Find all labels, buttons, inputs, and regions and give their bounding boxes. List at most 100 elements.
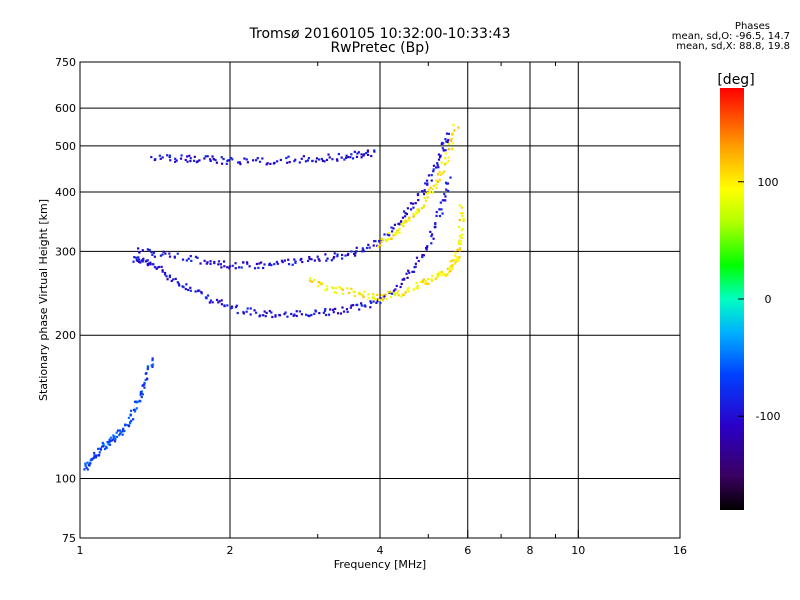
data-point [381,299,384,302]
data-point [127,416,131,419]
data-point [168,255,172,258]
data-point [234,262,237,265]
phase-stats-o: mean, sd,O: -96.5, 14.7 [671,31,790,42]
data-point [416,192,420,196]
data-point [363,290,366,293]
data-point [404,212,407,215]
data-point [135,407,138,410]
data-point [324,289,327,292]
data-point [455,256,458,259]
data-point [421,190,424,193]
data-point [409,202,413,205]
data-point [219,263,222,266]
data-point [438,271,441,274]
data-point [339,287,343,290]
data-point [242,311,245,314]
data-point [231,158,234,161]
data-point [412,288,416,291]
data-point [340,156,343,159]
data-point [86,468,89,471]
data-point [222,260,226,263]
data-point [407,269,410,272]
data-point [137,256,140,259]
data-point [141,384,144,387]
data-point [460,206,464,209]
data-point [404,219,407,222]
data-point [306,159,310,162]
data-point [138,260,141,264]
data-point [416,208,419,211]
data-point [417,208,420,211]
data-point [146,366,150,369]
data-point [274,314,277,317]
data-point [381,297,384,300]
data-point [146,368,149,371]
data-point [279,158,282,162]
data-point [390,230,394,233]
data-point [388,234,391,237]
data-point [148,248,151,252]
data-point [438,155,442,159]
data-point [434,223,437,226]
data-point [462,217,465,220]
data-point [281,260,284,264]
data-point [294,261,297,264]
data-point [437,173,440,176]
data-point [459,240,463,243]
data-point [253,309,256,312]
data-point [380,237,383,241]
data-point [374,239,377,243]
data-point [133,256,136,259]
data-point [390,237,393,240]
data-point [404,291,407,294]
data-point [149,263,152,266]
data-point [271,315,274,319]
data-point [361,247,364,250]
data-point [194,255,198,258]
data-point [406,207,409,210]
data-point [311,159,314,163]
data-point [162,250,165,253]
data-point [95,454,98,457]
data-point [453,254,457,257]
data-point [228,265,232,268]
data-point [151,359,154,362]
data-point [325,259,328,262]
data-point [252,159,255,162]
data-point [132,408,136,411]
data-point [198,289,201,292]
data-point [401,223,404,226]
data-point [268,309,271,313]
data-point [222,157,225,161]
data-point [189,159,192,163]
data-point [300,157,303,160]
data-point [352,252,356,256]
data-point [230,306,233,310]
phase-stats-title: Phases [734,21,770,32]
data-point [383,233,386,236]
data-point [230,305,234,308]
data-point [286,161,289,164]
data-point [140,259,143,262]
data-point [428,188,431,191]
data-point [150,155,153,159]
data-point [409,208,413,211]
data-point [446,267,450,271]
data-point [258,160,262,163]
data-point [421,255,424,259]
data-point [262,266,265,270]
data-point [392,234,395,237]
data-point [324,253,327,256]
data-point [367,293,370,296]
data-point [345,308,349,311]
data-point [456,258,459,262]
data-point [283,312,286,316]
data-point [258,315,261,318]
data-point [332,308,335,311]
data-point [438,178,441,181]
data-point [286,315,289,318]
data-point [360,293,363,296]
data-point [384,238,388,242]
data-point [378,239,381,243]
data-point [278,314,281,317]
